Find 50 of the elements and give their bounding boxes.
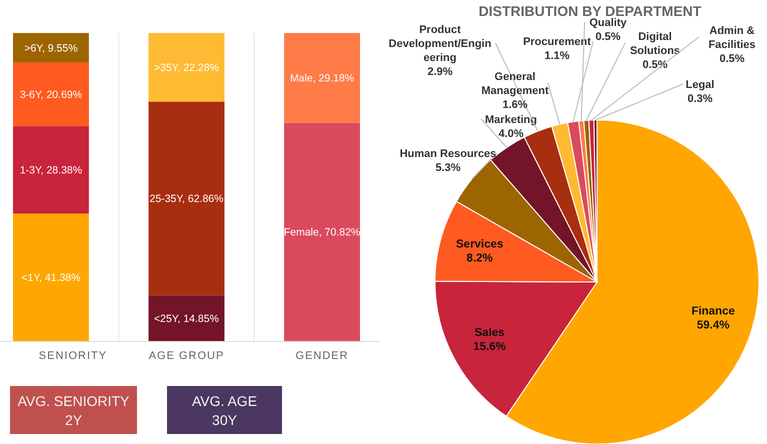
slice-label: Finance — [691, 306, 735, 318]
slice-label: Sales — [474, 326, 505, 339]
bar — [13, 126, 89, 214]
bar — [284, 122, 360, 341]
slice-label: Product Development/Engineering — [388, 24, 492, 64]
category-label: AVG. AGE — [192, 393, 258, 409]
data-label: >35Y, 22.28% — [154, 62, 219, 74]
x-tick-label: AGE GROUP — [148, 350, 224, 362]
bar — [148, 295, 224, 341]
slice-label: Quality — [589, 17, 628, 29]
bar — [284, 33, 360, 123]
slice-label: Marketing — [485, 114, 537, 126]
data-label: Female, 70.82% — [284, 226, 360, 239]
bar — [148, 102, 224, 296]
bar — [13, 33, 89, 62]
data-label: 1-3Y, 28.38% — [20, 164, 82, 177]
slice-label: Human Resources — [400, 148, 496, 160]
data-label: 0.3% — [687, 93, 713, 105]
data-label: Male, 29.18% — [290, 72, 354, 85]
text: 2Y — [64, 412, 82, 428]
data-label: 25-35Y, 62.86% — [150, 193, 224, 206]
slice-label: Procurement — [523, 36, 592, 48]
data-label: 0.5% — [642, 59, 668, 71]
data-label: >6Y, 9.55% — [24, 42, 78, 54]
data-label: 1.1% — [544, 50, 570, 62]
data-label: 1.6% — [502, 99, 528, 111]
slice-label: General Management — [481, 71, 549, 97]
slice-label: Legal — [686, 79, 714, 91]
slice-label: Admin & Facilities — [708, 25, 756, 51]
slice-label: Services — [456, 238, 504, 250]
data-label: 4.0% — [498, 128, 524, 140]
data-label: 5.3% — [435, 162, 461, 174]
data-label: 2.9% — [427, 66, 453, 78]
data-label: <25Y, 14.85% — [154, 312, 219, 325]
category-label: AVG. SENIORITY — [18, 393, 130, 409]
chart-title: DISTRIBUTION BY DEPARTMENT — [478, 3, 702, 19]
text: 30Y — [212, 412, 237, 428]
data-label: <1Y, 41.38% — [21, 272, 80, 284]
data-label: 0.5% — [595, 31, 621, 43]
slice-label: Digital Solutions — [630, 31, 680, 57]
data-label: 59.4% — [696, 320, 730, 332]
data-label: 0.5% — [719, 53, 745, 65]
bar — [13, 214, 89, 341]
data-label: 15.6% — [473, 340, 506, 353]
bar — [148, 33, 224, 102]
data-label: 3-6Y, 20.69% — [20, 88, 82, 101]
x-tick-label: SENIORITY — [38, 350, 108, 362]
bar — [13, 62, 89, 126]
data-label: 8.2% — [466, 252, 493, 264]
x-tick-label: GENDER — [296, 350, 349, 362]
